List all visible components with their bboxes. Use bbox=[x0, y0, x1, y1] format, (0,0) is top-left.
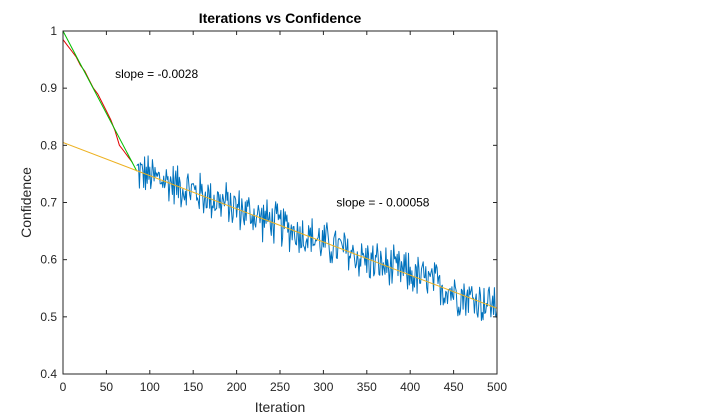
x-tick-label: 150 bbox=[183, 380, 203, 394]
axis-ticks: 0 50 100 150 200 250 300 350 400 450 500 0.4 0.5 0.6 0… bbox=[40, 24, 507, 394]
x-tick-label: 200 bbox=[227, 380, 247, 394]
y-tick-label: 0.7 bbox=[40, 196, 57, 210]
x-tick-label: 400 bbox=[400, 380, 420, 394]
plot-background bbox=[63, 31, 497, 374]
x-tick-label: 0 bbox=[60, 380, 67, 394]
x-axis-title: Iteration bbox=[255, 399, 306, 415]
x-tick-label: 100 bbox=[140, 380, 160, 394]
series-line-4 bbox=[63, 142, 497, 309]
y-tick-label: 0.9 bbox=[40, 81, 57, 95]
slope-annotation: slope = - 0.00058 bbox=[336, 196, 429, 210]
x-tick-label: 50 bbox=[100, 380, 114, 394]
y-tick-label: 0.6 bbox=[40, 253, 57, 267]
x-tick-label: 500 bbox=[487, 380, 507, 394]
x-tick-label: 350 bbox=[357, 380, 377, 394]
series-line-3 bbox=[63, 31, 138, 172]
y-tick-label: 1 bbox=[50, 24, 57, 38]
x-tick-label: 250 bbox=[270, 380, 290, 394]
y-tick-label: 0.5 bbox=[40, 310, 57, 324]
series-line-1 bbox=[136, 155, 497, 321]
y-axis-title: Confidence bbox=[18, 167, 34, 238]
x-tick-label: 450 bbox=[444, 380, 464, 394]
x-tick-label: 300 bbox=[313, 380, 333, 394]
y-tick-label: 0.8 bbox=[40, 138, 57, 152]
y-tick-label: 0.4 bbox=[40, 367, 57, 381]
series-line-2 bbox=[63, 39, 133, 163]
plot-area: slope = -0.0028 slope = - 0.00058 bbox=[62, 30, 498, 375]
chart-title: Iterations vs Confidence bbox=[199, 10, 362, 26]
slope-annotation: slope = -0.0028 bbox=[115, 67, 198, 81]
